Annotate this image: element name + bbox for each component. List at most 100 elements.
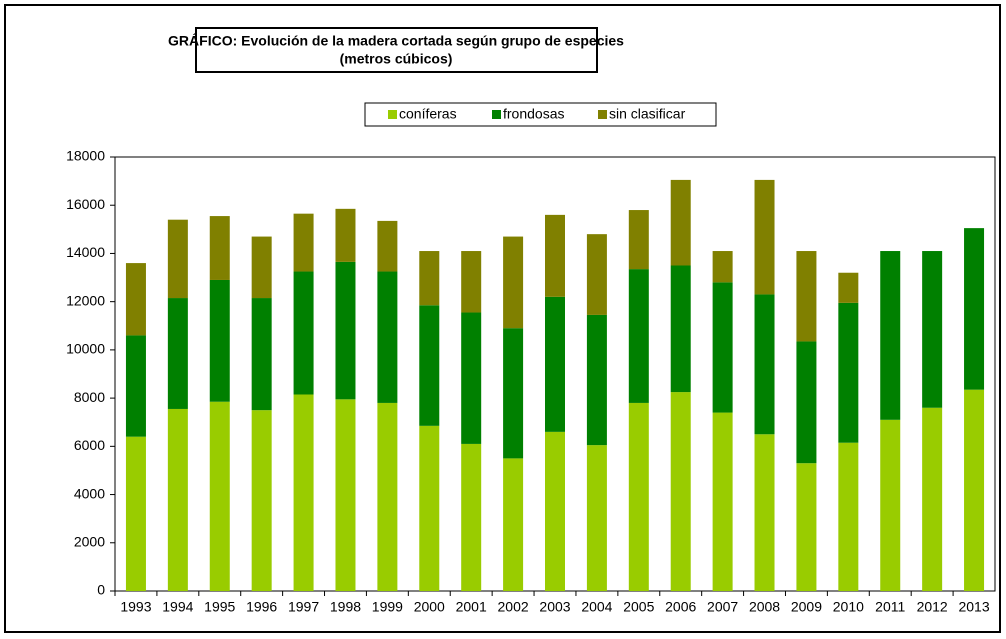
bar-segment [503, 236, 524, 329]
bar-segment [377, 402, 398, 591]
bar-segment [838, 442, 859, 591]
x-tick-label: 2005 [623, 599, 654, 615]
legend-swatch [388, 110, 397, 119]
y-tick-label: 10000 [66, 341, 105, 357]
bar-segment [880, 251, 901, 420]
x-tick-label: 2004 [581, 599, 612, 615]
x-tick-label: 1994 [162, 599, 193, 615]
bar-segment [796, 251, 817, 342]
x-tick-label: 1998 [330, 599, 361, 615]
x-tick-label: 1995 [204, 599, 235, 615]
bar-segment [419, 305, 440, 426]
bar-segment [670, 392, 691, 591]
bar-segment [670, 179, 691, 266]
legend-label: frondosas [503, 106, 564, 122]
bar-segment [419, 425, 440, 591]
bar-segment [251, 298, 272, 411]
legend-swatch [492, 110, 501, 119]
y-tick-label: 0 [97, 582, 105, 598]
y-tick-label: 4000 [74, 485, 105, 501]
title-box [195, 27, 598, 73]
x-tick-label: 1996 [246, 599, 277, 615]
bar-segment [628, 210, 649, 270]
bar-segment [754, 294, 775, 435]
bar-segment [922, 407, 943, 591]
x-tick-label: 2007 [707, 599, 738, 615]
bar-segment [293, 394, 314, 591]
bar-segment [335, 261, 356, 400]
bar-segment [964, 228, 985, 390]
legend-box [364, 102, 717, 127]
bar-segment [586, 314, 607, 446]
bar-segment [503, 328, 524, 459]
bar-segment [335, 399, 356, 591]
x-tick-label: 2008 [749, 599, 780, 615]
x-tick-label: 2011 [875, 599, 905, 615]
x-tick-label: 2006 [665, 599, 696, 615]
bar-segment [125, 335, 146, 437]
bar-segment [838, 272, 859, 303]
bar-segment [167, 408, 188, 591]
x-tick-label: 2000 [414, 599, 445, 615]
y-tick-label: 12000 [66, 292, 105, 308]
bar-segment [545, 431, 565, 591]
bar-segment [167, 219, 188, 299]
x-tick-label: 2001 [456, 599, 487, 615]
bar-segment [209, 279, 230, 402]
bar-segment [209, 401, 230, 591]
bar-segment [461, 443, 482, 591]
bar-segment [796, 463, 817, 591]
bar-segment [754, 434, 775, 591]
bar-segment [796, 341, 817, 464]
bar-segment [712, 412, 733, 591]
bar-segment [922, 251, 943, 408]
x-tick-label: 2010 [833, 599, 864, 615]
legend-swatch [598, 110, 607, 119]
x-tick-label: 2003 [539, 599, 570, 615]
bar-segment [838, 302, 859, 443]
bar-segment [628, 402, 649, 591]
bar-segment [964, 389, 985, 591]
y-tick-label: 8000 [74, 389, 105, 405]
y-tick-label: 2000 [74, 533, 105, 549]
bar-segment [209, 216, 230, 280]
bar-segment [125, 436, 146, 591]
bar-segment [754, 179, 775, 295]
bar-segment [545, 214, 565, 297]
bar-segment [377, 271, 398, 403]
y-tick-label: 6000 [74, 437, 105, 453]
bar-segment [293, 213, 314, 272]
bar-segment [377, 220, 398, 272]
bar-segment [293, 271, 314, 395]
bar-segment [880, 419, 901, 591]
legend-label: coníferas [399, 106, 457, 122]
x-tick-label: 1993 [120, 599, 151, 615]
x-tick-label: 2002 [498, 599, 529, 615]
bar-segment [125, 263, 146, 336]
bar-segment [503, 458, 524, 591]
y-tick-label: 16000 [66, 196, 105, 212]
bar-segment [628, 269, 649, 403]
x-tick-label: 2009 [791, 599, 822, 615]
y-tick-label: 14000 [66, 244, 105, 260]
x-tick-label: 1997 [288, 599, 319, 615]
bar-segment [586, 234, 607, 315]
chart-title: GRÁFICO: Evolución de la madera cortada … [168, 33, 624, 49]
bar-segment [251, 236, 272, 299]
x-tick-label: 2012 [917, 599, 948, 615]
bar-segment [545, 296, 565, 432]
x-tick-label: 1999 [372, 599, 403, 615]
bar-segment [461, 251, 482, 313]
y-tick-label: 18000 [66, 148, 105, 164]
bar-segment [586, 445, 607, 591]
bar-segment [167, 298, 188, 409]
bar-segment [712, 282, 733, 413]
bar-segment [335, 208, 356, 262]
bar-segment [670, 265, 691, 393]
bar-segment [251, 410, 272, 591]
bar-segment [419, 251, 440, 306]
bar-segment [461, 312, 482, 444]
chart-subtitle: (metros cúbicos) [340, 51, 453, 67]
legend-label: sin clasificar [609, 106, 686, 122]
